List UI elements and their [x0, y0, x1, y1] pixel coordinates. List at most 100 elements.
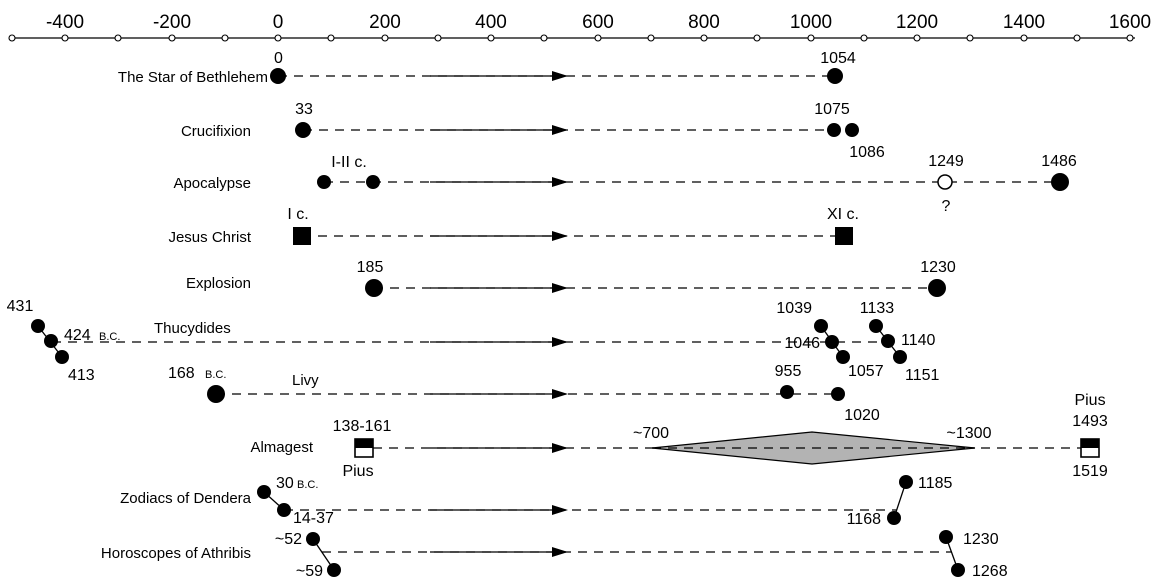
event-dot	[327, 563, 341, 577]
event-dot	[845, 123, 859, 137]
time-axis: -400 -200 0 200 400 600 800 1000 1200 14…	[8, 12, 1151, 42]
event-dot	[827, 68, 843, 84]
axis-tick-label: 1000	[790, 12, 832, 33]
axis-tick-marker	[753, 34, 761, 42]
axis-tick-label: -200	[153, 12, 191, 33]
axis-tick-marker	[807, 34, 815, 42]
axis-tick-marker	[221, 34, 229, 42]
event-dot	[831, 387, 845, 401]
event-dot	[295, 122, 311, 138]
axis-tick-marker	[1020, 34, 1028, 42]
event-dot	[827, 123, 841, 137]
axis-tick-label: -400	[46, 12, 84, 33]
axis-tick-label: 0	[273, 12, 284, 33]
axis-tick-label: 600	[582, 12, 614, 33]
event-dot	[270, 68, 286, 84]
row-explosion: Explosion 185 1230	[186, 259, 956, 297]
axis-tick-marker	[8, 34, 16, 42]
axis-tick-marker	[860, 34, 868, 42]
row-apocalypse: Apocalypse I-II c. 1249 ? 1486	[173, 153, 1076, 215]
date-annotation: 1039	[776, 300, 812, 317]
axis-tick-marker	[594, 34, 602, 42]
bc-marker: B.C.	[99, 331, 120, 343]
row-label: Thucydides	[154, 320, 231, 337]
axis-tick-label: 400	[475, 12, 507, 33]
date-annotation: 1057	[848, 363, 884, 380]
axis-tick-marker	[966, 34, 974, 42]
row-label: Apocalypse	[173, 175, 251, 192]
date-annotation: 424	[64, 327, 91, 344]
date-annotation: 30	[276, 475, 294, 492]
event-dot	[893, 350, 907, 364]
event-dot	[257, 485, 271, 499]
date-annotation: 1086	[849, 144, 885, 161]
row-thucydides: Thucydides 431 424 B.C. 413 1039 1046 10…	[7, 298, 940, 384]
axis-tick-marker	[1073, 34, 1081, 42]
event-dot	[366, 175, 380, 189]
event-dot	[899, 475, 913, 489]
row-almagest: Almagest 138-161 Pius ~700 ~1300 Pius 14…	[250, 392, 1107, 480]
row-horoscopes-of-athribis: Horoscopes of Athribis ~52 ~59 1230 1268	[101, 530, 1008, 580]
axis-tick-label: 800	[688, 12, 720, 33]
axis-tick-marker	[114, 34, 122, 42]
axis-tick-label: 1200	[896, 12, 938, 33]
row-label: Zodiacs of Dendera	[120, 490, 252, 507]
century-square	[835, 227, 853, 245]
event-dot	[207, 385, 225, 403]
row-crucifixion: Crucifixion 33 1075 1086	[181, 101, 885, 161]
axis-tick-marker	[327, 34, 335, 42]
event-dot	[887, 511, 901, 525]
row-zodiacs-of-dendera: Zodiacs of Dendera 30 B.C. 14-37 1185 11…	[120, 475, 953, 528]
row-label: Jesus Christ	[168, 229, 251, 246]
date-annotation: 33	[295, 101, 313, 118]
bc-marker: B.C.	[205, 369, 226, 381]
date-annotation: ~700	[633, 425, 669, 442]
row-jesus-christ: Jesus Christ I c. XI c.	[168, 206, 859, 246]
half-square-fill	[1081, 439, 1099, 448]
date-annotation: I c.	[287, 206, 308, 223]
date-annotation: 413	[68, 367, 95, 384]
date-annotation: 1268	[972, 563, 1008, 580]
axis-tick-marker	[700, 34, 708, 42]
event-dot	[869, 319, 883, 333]
date-annotation: 1519	[1072, 463, 1108, 480]
bc-marker: B.C.	[297, 479, 318, 491]
axis-tick-marker	[913, 34, 921, 42]
row-star-of-bethlehem: The Star of Bethlehem 0 1054	[118, 50, 856, 86]
half-square-fill	[355, 439, 373, 448]
event-dot	[814, 319, 828, 333]
date-annotation: ~59	[296, 563, 323, 580]
date-annotation: 431	[7, 298, 34, 315]
date-annotation: 1493	[1072, 413, 1108, 430]
date-annotation: ~52	[275, 531, 302, 548]
axis-tick-marker	[647, 34, 655, 42]
event-dot	[881, 334, 895, 348]
date-annotation: 1230	[963, 531, 999, 548]
event-dot	[1051, 173, 1069, 191]
date-annotation: 138-161	[333, 418, 392, 435]
event-dot	[825, 335, 839, 349]
row-label: Horoscopes of Athribis	[101, 545, 251, 562]
event-dot	[277, 503, 291, 517]
date-annotation: 14-37	[293, 510, 334, 527]
date-annotation: 1168	[847, 511, 882, 528]
row-label: Crucifixion	[181, 123, 251, 140]
date-annotation: 1140	[901, 332, 936, 349]
pope-label: Pius	[1074, 392, 1105, 409]
axis-tick-marker	[61, 34, 69, 42]
date-annotation: 1249	[928, 153, 964, 170]
event-dot	[928, 279, 946, 297]
date-annotation: I-II c.	[331, 154, 367, 171]
event-dot	[951, 563, 965, 577]
axis-tick-marker	[1126, 34, 1134, 42]
row-livy: Livy 168 B.C. 955 1020	[168, 363, 880, 424]
event-dot	[317, 175, 331, 189]
axis-tick-marker	[540, 34, 548, 42]
axis-tick-marker	[274, 34, 282, 42]
date-annotation: XI c.	[827, 206, 859, 223]
event-dot	[836, 350, 850, 364]
event-dot	[31, 319, 45, 333]
row-label: Explosion	[186, 275, 251, 292]
axis-tick-label: 1600	[1109, 12, 1151, 33]
pope-label: Pius	[342, 463, 373, 480]
